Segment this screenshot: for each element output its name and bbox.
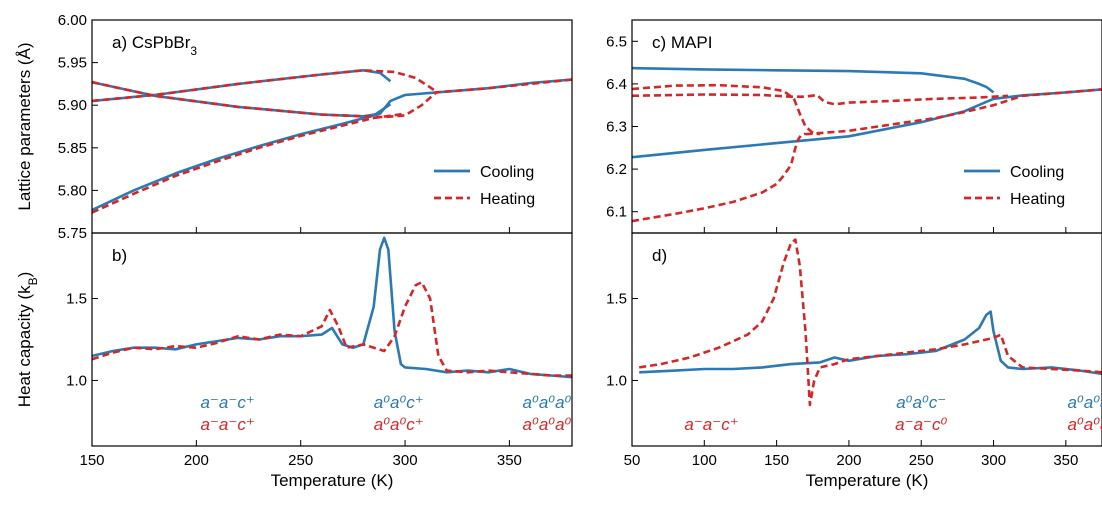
x-tick-label: 150 (764, 452, 789, 469)
series-line-heating-1 (639, 238, 1102, 407)
panel-label: d) (652, 246, 667, 265)
y-tick-label: 6.1 (606, 204, 627, 221)
phase-label-heating-0: a⁻a⁻c⁺ (684, 415, 738, 434)
legend-box (426, 157, 566, 213)
panel-b: 1.0 1.5 150 200 250 300 350 b) Heat capacity (kB… (15, 232, 573, 490)
series-group (92, 69, 572, 214)
series-line-heating-1 (92, 280, 572, 377)
x-axis-label: Temperature (K) (806, 471, 929, 490)
phase-label-heating-1: a⁻a⁻c⁰ (895, 415, 947, 434)
y-tick-label: 6.3 (606, 119, 627, 136)
panels: 5.75 5.80 5.85 5.90 5.95 6.00 a) CsPbBr3 Lattic… (15, 12, 1102, 490)
y-axis-label-subscript: B (26, 277, 40, 285)
panel-c: 6.1 6.2 6.3 6.4 6.5 c) MAPI Cooling Heating (606, 19, 1102, 234)
x-tick-label: 300 (393, 452, 418, 469)
series-line-heating-3 (632, 83, 821, 136)
series-line-heating-4 (632, 93, 1009, 106)
y-tick-label: 5.90 (58, 97, 87, 114)
panel-d: 1.0 1.5 50 100 150 200 250 300 350 d) Temperature … (606, 232, 1102, 490)
series-line-cooling-0 (92, 236, 572, 379)
phase-label-heating-1: a⁰a⁰c⁺ (374, 415, 424, 434)
legend-entry-heating: Heating (1010, 191, 1065, 208)
phase-label-heating-2: a⁰a⁰a⁰ (523, 415, 572, 434)
axes-frame (631, 232, 1102, 447)
series-line-cooling-0 (639, 310, 1102, 376)
series-line-heating-5 (92, 112, 406, 214)
series-line-heating-4 (92, 69, 438, 103)
y-tick-label: 1.5 (66, 291, 87, 308)
x-tick-label: 300 (981, 452, 1006, 469)
y-tick-label: 1.0 (606, 372, 627, 389)
x-tick-label: 250 (288, 452, 313, 469)
y-tick-label: 1.5 (606, 291, 627, 308)
series-line-cooling-1 (632, 88, 1102, 159)
y-tick-label: 6.00 (58, 12, 87, 29)
x-tick-label: 350 (497, 452, 522, 469)
axes-frame (91, 232, 573, 447)
y-tick-label: 5.80 (58, 182, 87, 199)
series-group (92, 236, 572, 379)
phase-label-heating-2: a⁰a⁰a⁰ (1067, 415, 1102, 434)
x-tick-label: 200 (836, 452, 861, 469)
y-axis-label-end: ) (15, 272, 34, 278)
panel-label: b) (112, 246, 127, 265)
panel-label-subscript: 3 (190, 44, 197, 58)
x-tick-label: 350 (1053, 452, 1078, 469)
x-tick-label: 100 (692, 452, 717, 469)
y-tick-label: 6.4 (606, 76, 627, 93)
x-tick-label: 200 (184, 452, 209, 469)
y-tick-label: 5.75 (58, 225, 87, 242)
panel-label: a) CsPbBr3 (112, 33, 197, 58)
phase-label-heating-0: a⁻a⁻c⁺ (200, 415, 254, 434)
legend-box (956, 157, 1096, 213)
series-group (639, 238, 1102, 407)
x-tick-label: 150 (79, 452, 104, 469)
series-line-cooling-0 (92, 78, 572, 118)
y-tick-label: 6.2 (606, 161, 627, 178)
x-tick-label: 50 (624, 452, 641, 469)
y-tick-label: 6.5 (606, 33, 627, 50)
y-axis-label: Heat capacity (kB) (15, 272, 40, 408)
series-line-cooling-0 (632, 66, 995, 94)
y-tick-label: 1.0 (66, 372, 87, 389)
y-tick-label: 5.95 (58, 55, 87, 72)
y-axis-label: Lattice parameters (Å) (15, 42, 34, 210)
panel-a: 5.75 5.80 5.85 5.90 5.95 6.00 a) CsPbBr3 Lattic… (15, 12, 573, 242)
y-tick-label: 5.85 (58, 140, 87, 157)
phase-label-cooling-2: a⁰a⁰a⁰ (1067, 393, 1102, 412)
phase-label-cooling-1: a⁰a⁰c⁻ (896, 393, 946, 412)
phase-label-cooling-0: a⁻a⁻c⁺ (200, 393, 254, 412)
legend-entry-heating: Heating (480, 191, 535, 208)
x-tick-label: 250 (909, 452, 934, 469)
series-line-heating-2 (632, 132, 806, 223)
phase-label-cooling-2: a⁰a⁰a⁰ (523, 393, 572, 412)
series-group (632, 66, 1102, 223)
panel-label: c) MAPI (652, 33, 712, 52)
legend-entry-cooling: Cooling (480, 164, 534, 181)
legend-entry-cooling: Cooling (1010, 164, 1064, 181)
phase-label-cooling-1: a⁰a⁰c⁺ (374, 393, 424, 412)
series-line-heating-3 (92, 78, 572, 119)
series-line-heating-5 (805, 88, 1102, 136)
series-line-cooling-2 (92, 103, 392, 212)
x-axis-label: Temperature (K) (271, 471, 394, 490)
